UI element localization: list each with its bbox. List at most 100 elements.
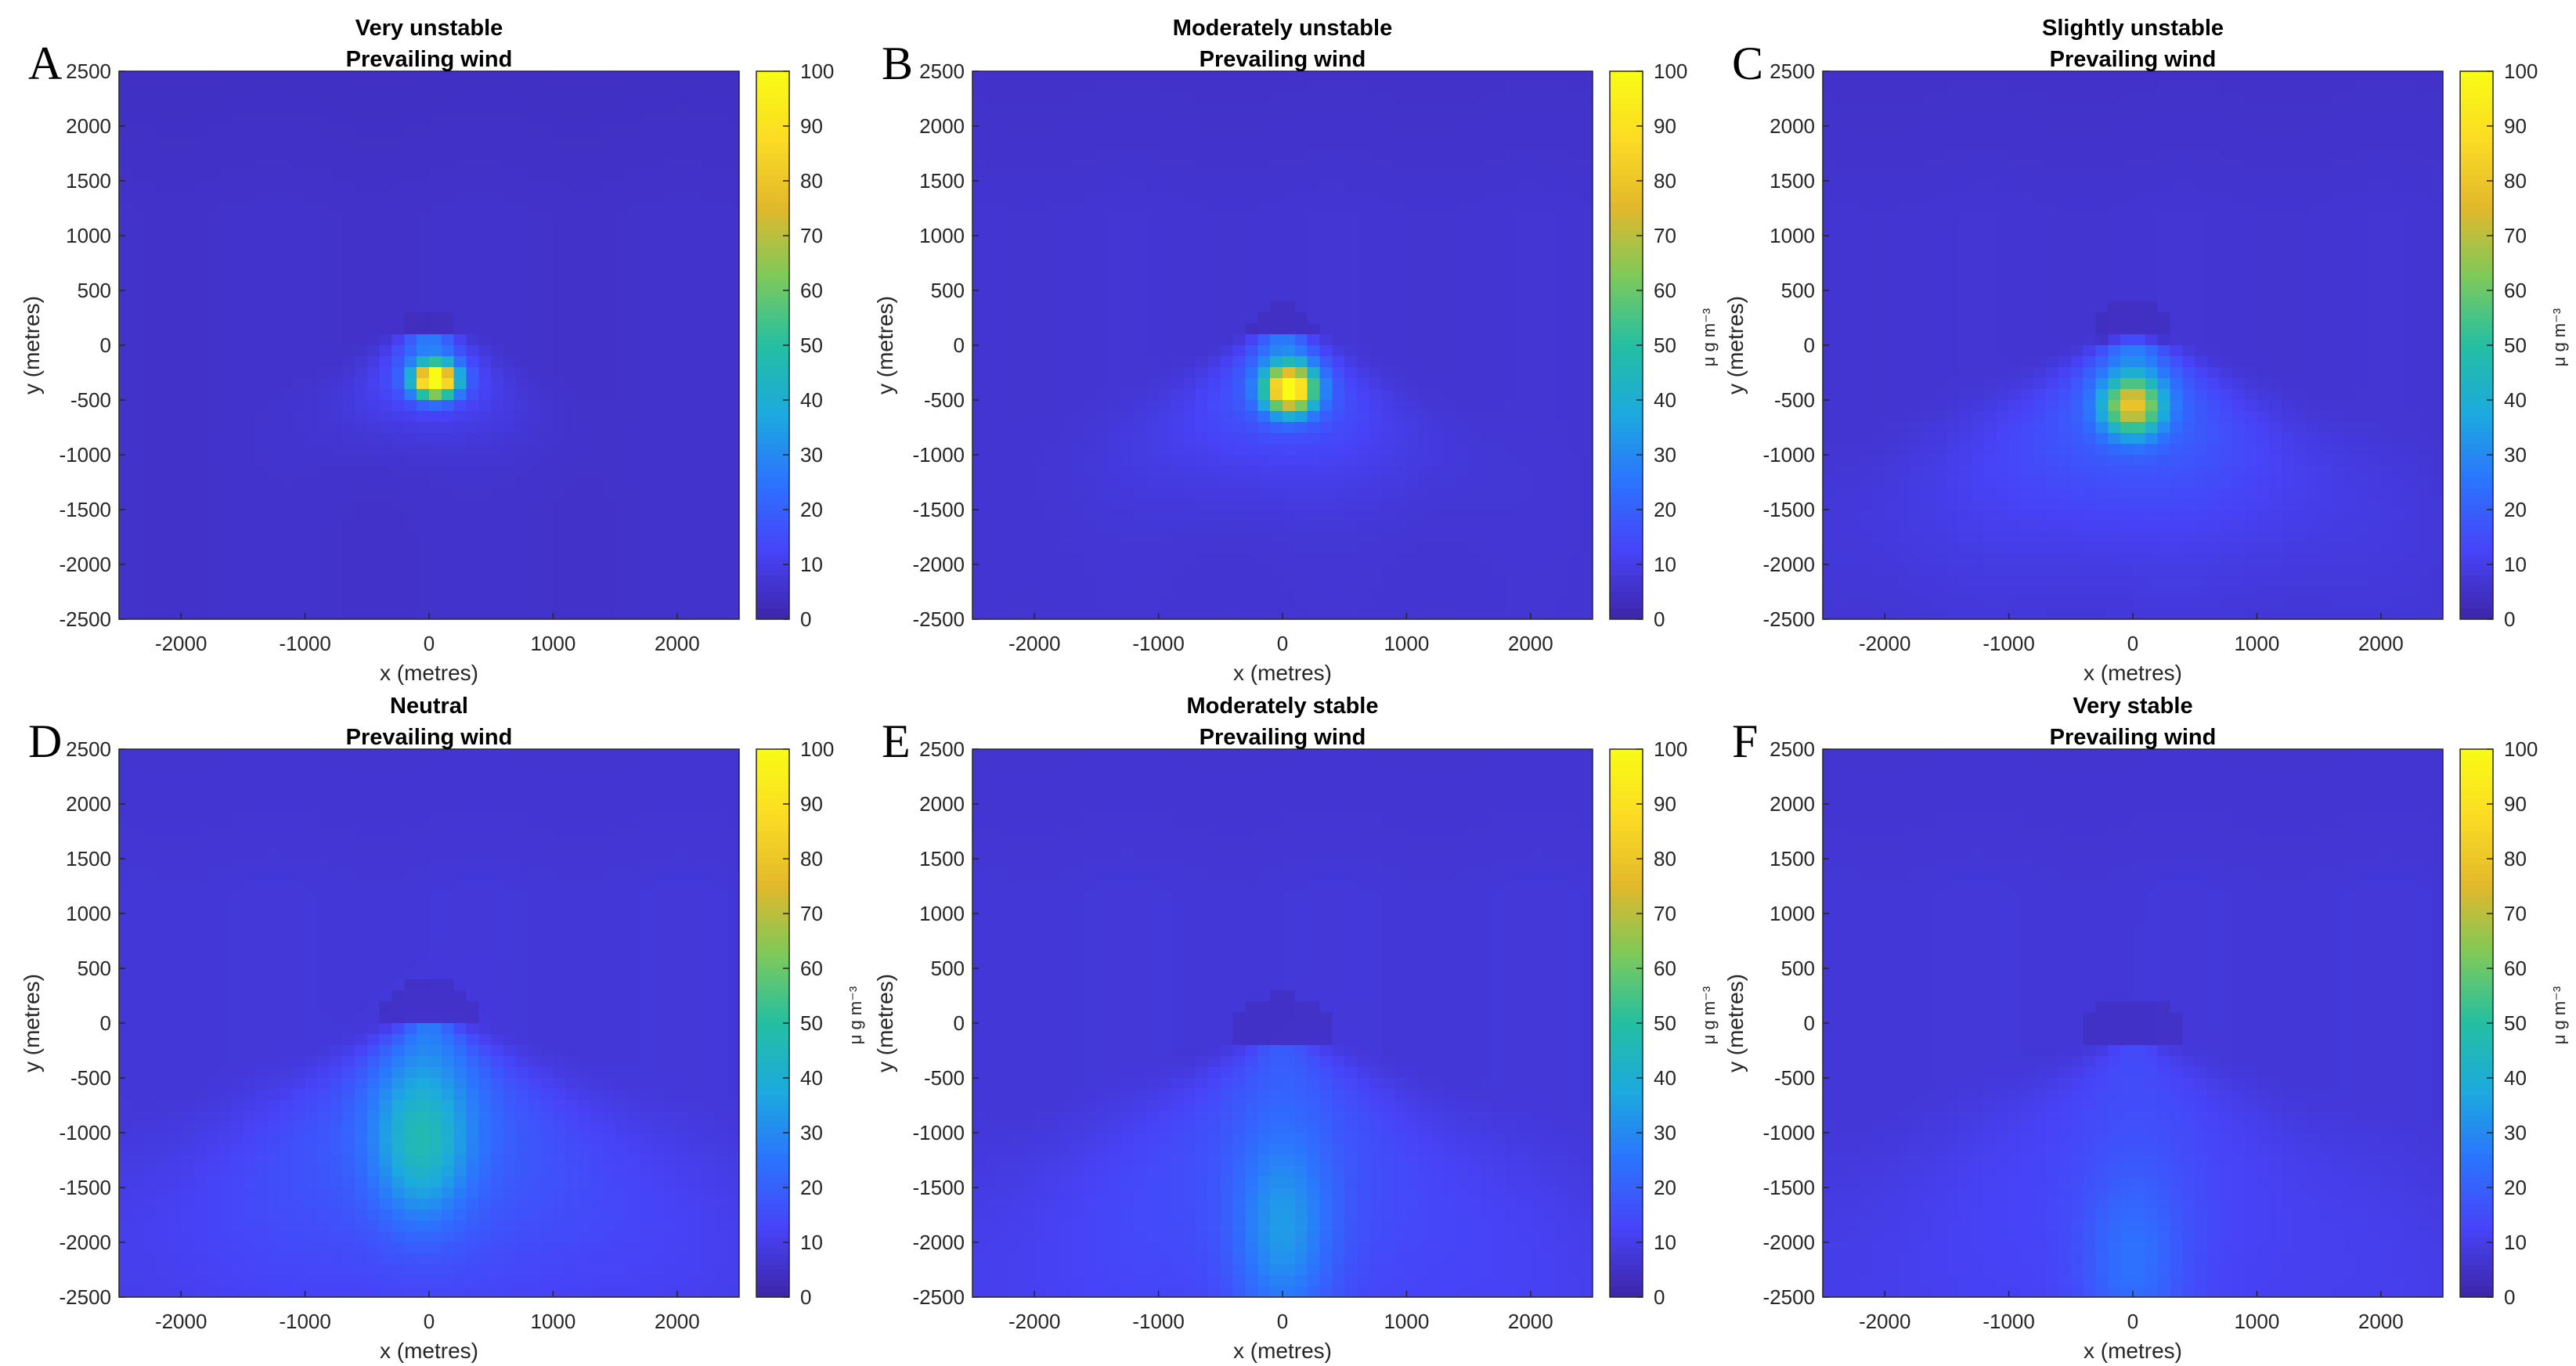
heatmap-cell xyxy=(168,126,182,138)
heatmap-cell xyxy=(1084,553,1097,565)
heatmap-cell xyxy=(404,521,417,532)
heatmap-cell xyxy=(268,608,281,620)
heatmap-cell xyxy=(1121,290,1135,302)
heatmap-cell xyxy=(590,323,604,335)
heatmap-cell xyxy=(1084,499,1097,510)
heatmap-cell xyxy=(156,477,169,488)
heatmap-cell xyxy=(540,225,554,236)
heatmap-cell xyxy=(429,247,442,258)
heatmap-cell xyxy=(1319,542,1333,554)
heatmap-cell xyxy=(1394,411,1407,423)
heatmap-cell xyxy=(1121,444,1135,456)
heatmap-cell xyxy=(1245,269,1258,280)
heatmap-cell xyxy=(354,521,368,532)
heatmap-cell xyxy=(354,137,368,149)
heatmap-cell xyxy=(578,542,591,554)
heatmap-cell xyxy=(1022,553,1035,565)
heatmap-cell xyxy=(503,477,517,488)
heatmap-cell xyxy=(1121,159,1135,171)
heatmap-cell xyxy=(1369,258,1383,269)
heatmap-cell xyxy=(429,93,442,105)
heatmap-cell xyxy=(441,203,455,214)
heatmap-cell xyxy=(305,433,319,445)
heatmap-cell xyxy=(1294,389,1308,401)
heatmap-cell xyxy=(205,608,219,620)
heatmap-cell xyxy=(404,356,417,368)
heatmap-cell xyxy=(689,301,703,313)
heatmap-cell xyxy=(1171,542,1184,554)
heatmap-cell xyxy=(391,345,405,357)
heatmap-cell xyxy=(553,115,566,127)
heatmap-cell xyxy=(1443,159,1457,171)
heatmap-cell xyxy=(702,597,715,609)
heatmap-cell xyxy=(727,247,740,258)
heatmap-cell xyxy=(1431,214,1445,225)
heatmap-cell xyxy=(689,247,703,258)
heatmap-cell xyxy=(243,542,256,554)
heatmap-cell xyxy=(727,258,740,269)
heatmap-cell xyxy=(1196,236,1209,247)
heatmap-cell xyxy=(553,323,566,335)
heatmap-cell xyxy=(379,389,393,401)
heatmap-cell xyxy=(404,575,417,587)
heatmap-cell xyxy=(1542,258,1557,269)
heatmap-cell xyxy=(676,236,691,247)
heatmap-cell xyxy=(330,323,343,335)
heatmap-cell xyxy=(1506,564,1519,576)
heatmap-cell xyxy=(1232,214,1247,225)
heatmap-cell xyxy=(453,455,467,467)
heatmap-cell xyxy=(1555,247,1568,258)
heatmap-cell xyxy=(1034,510,1048,521)
heatmap-cell xyxy=(429,104,442,116)
heatmap-cell xyxy=(540,71,554,83)
heatmap-cell xyxy=(156,411,169,423)
y-tick-label: 1000 xyxy=(66,224,111,247)
heatmap-cell xyxy=(1344,433,1358,445)
heatmap-cell xyxy=(1022,290,1035,302)
heatmap-cell xyxy=(664,279,678,291)
heatmap-cell xyxy=(1121,521,1135,532)
heatmap-cell xyxy=(1158,521,1172,532)
heatmap-cell xyxy=(1283,126,1296,138)
heatmap-cell xyxy=(1542,389,1557,401)
heatmap-cell xyxy=(1022,115,1035,127)
heatmap-cell xyxy=(714,433,727,445)
heatmap-cell xyxy=(243,126,256,138)
heatmap-cell xyxy=(972,279,986,291)
heatmap-cell xyxy=(429,258,442,269)
heatmap-cell xyxy=(1009,148,1023,160)
colorbar-segment xyxy=(756,510,789,516)
heatmap-cell xyxy=(1468,422,1482,434)
heatmap-cell xyxy=(515,586,529,598)
heatmap-cell xyxy=(1009,203,1023,214)
heatmap-cell xyxy=(528,170,542,182)
heatmap-cell xyxy=(404,323,417,335)
heatmap-cell xyxy=(491,247,504,258)
heatmap-cell xyxy=(702,422,715,434)
heatmap-cell xyxy=(255,159,269,171)
heatmap-cell xyxy=(1493,137,1506,149)
heatmap-cell xyxy=(255,225,269,236)
heatmap-cell xyxy=(1207,269,1221,280)
heatmap-cell xyxy=(1468,214,1482,225)
heatmap-cell xyxy=(1294,400,1308,412)
heatmap-cell xyxy=(1443,433,1457,445)
heatmap-cell xyxy=(1381,411,1395,423)
heatmap-cell xyxy=(1047,148,1060,160)
heatmap-cell xyxy=(1568,269,1581,280)
heatmap-cell xyxy=(131,181,145,193)
heatmap-cell xyxy=(689,586,703,598)
heatmap-cell xyxy=(540,345,554,357)
heatmap-cell xyxy=(1369,214,1383,225)
heatmap-cell xyxy=(131,422,145,434)
heatmap-cell xyxy=(1084,444,1097,456)
heatmap-cell xyxy=(640,82,653,94)
heatmap-cell xyxy=(1121,400,1135,412)
colorbar-segment xyxy=(756,570,789,576)
heatmap-cell xyxy=(404,400,417,412)
colorbar-segment xyxy=(756,192,789,198)
heatmap-cell xyxy=(615,521,629,532)
heatmap-cell xyxy=(1517,181,1532,193)
heatmap-cell xyxy=(1381,499,1395,510)
heatmap-cell xyxy=(181,532,194,543)
